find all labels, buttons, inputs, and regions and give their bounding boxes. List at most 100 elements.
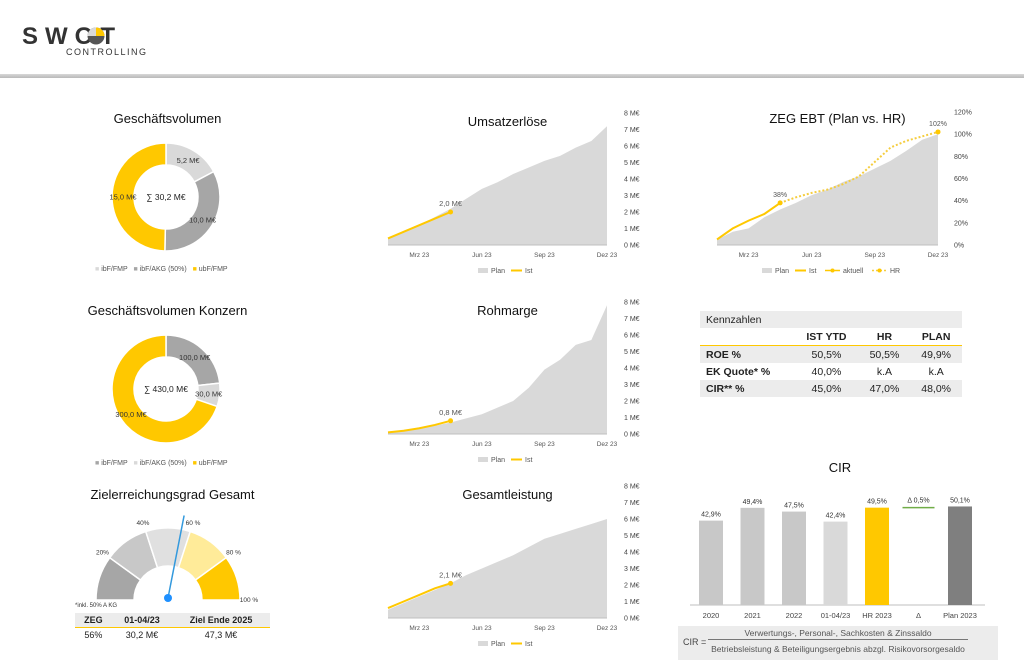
gesamtleistung-title: Gesamtleistung — [462, 487, 553, 502]
cir-category-label: 01-04/23 — [821, 611, 851, 620]
y-tick-label: 120% — [954, 110, 972, 117]
x-tick-label: Mrz 23 — [409, 625, 429, 632]
ist-data-label: 38% — [773, 192, 787, 199]
ist-data-label: 2,1 M€ — [439, 570, 463, 579]
table-row: EK Quote* % 40,0% k.A k.A — [700, 363, 962, 380]
x-tick-label: Mrz 23 — [739, 252, 759, 259]
y-tick-label: 7 M€ — [624, 127, 640, 134]
cir-data-label: 47,5% — [784, 503, 804, 510]
cir-data-label: 50,1% — [950, 497, 970, 504]
y-tick-label: 60% — [954, 176, 968, 183]
cir-category-label: Plan 2023 — [943, 611, 977, 620]
cir-data-label: 49,4% — [743, 499, 763, 506]
legend-item: Plan — [491, 641, 505, 648]
legend-item: Ist — [525, 457, 532, 464]
x-tick-label: Sep 23 — [534, 441, 555, 448]
y-tick-label: 8 M€ — [624, 484, 640, 491]
donut2-chart: 100,0 M€ 30,0 M€ 300,0 M€ ∑ 430,0 M€ — [111, 334, 223, 444]
y-tick-label: 3 M€ — [624, 382, 640, 389]
x-tick-label: Sep 23 — [865, 252, 886, 259]
y-tick-label: 4 M€ — [624, 177, 640, 184]
legend-item: ibF/FMP — [101, 460, 128, 467]
table-cell: 49,9% — [921, 348, 952, 361]
y-tick-label: 8 M€ — [624, 300, 640, 307]
legend-aktuell-marker — [830, 268, 835, 273]
legend-plan-swatch — [478, 457, 488, 462]
y-tick-label: 0% — [954, 243, 964, 250]
donut-slice — [164, 170, 221, 252]
table-cell: ROE % — [706, 348, 742, 361]
table-header: IST YTD — [806, 330, 847, 343]
umsatz-chart: 2,0 M€ 0 M€ 1 M€ 2 M€ 3 M€ 4 M€ 5 M€ 6 M€ 7 M€ 8 … — [387, 111, 640, 275]
y-tick-label: 0 M€ — [624, 616, 640, 623]
cir-title: CIR — [828, 460, 852, 475]
y-tick-label: 1 M€ — [624, 599, 640, 606]
gauge-needle-hub — [164, 594, 172, 602]
table-cell: 50,5% — [869, 348, 900, 361]
donut-center-label: ∑ 430,0 M€ — [144, 384, 188, 394]
y-tick-label: 5 M€ — [624, 160, 640, 167]
legend-item: Ist — [525, 641, 532, 648]
cir-data-label: 49,5% — [867, 499, 887, 506]
donut-slice-label: 10,0 M€ — [189, 216, 217, 225]
y-tick-label: 3 M€ — [624, 193, 640, 200]
table-header: Ziel Ende 2025 — [189, 615, 253, 625]
cir-category-label: Δ — [916, 611, 921, 620]
donut-slice — [111, 142, 167, 252]
table-cell: 47,0% — [869, 382, 900, 395]
table-header: 01-04/23 — [124, 615, 160, 625]
legend-item: Plan — [491, 457, 505, 464]
x-tick-label: Sep 23 — [534, 625, 555, 632]
gesamtleistung-chart: 2,1 M€ 0 M€ 1 M€ 2 M€ 3 M€ 4 M€ 5 M€ 6 M€ 7 M€ 8 … — [387, 484, 640, 648]
cir-formula-box — [678, 626, 998, 660]
gauge-segment — [194, 556, 241, 601]
x-tick-label: Mrz 23 — [409, 441, 429, 448]
y-tick-label: 80% — [954, 154, 968, 161]
y-tick-label: 2 M€ — [624, 583, 640, 590]
x-tick-label: Jun 23 — [472, 441, 492, 448]
y-tick-label: 0 M€ — [624, 243, 640, 250]
brand-subtitle: CONTROLLING — [66, 47, 148, 57]
legend-item: Ist — [525, 268, 532, 275]
umsatz-title: Umsatzerlöse — [467, 114, 548, 129]
cir-bar — [865, 507, 889, 605]
cir-formula-prefix: CIR = — [683, 637, 707, 647]
gauge-table: ZEG 01-04/23 Ziel Ende 2025 56% 30,2 M€ … — [75, 613, 270, 642]
ist-point — [448, 580, 454, 586]
donut-slice-label: 15,0 M€ — [109, 193, 137, 202]
legend-item: Ist — [809, 268, 816, 275]
table-cell: 45,0% — [811, 382, 842, 395]
donut2-title: Geschäftsvolumen Konzern — [87, 303, 248, 318]
cir-category-label: 2021 — [744, 611, 761, 620]
plan-area — [388, 126, 607, 245]
y-tick-label: 6 M€ — [624, 333, 640, 340]
table-cell: 48,0% — [921, 382, 952, 395]
x-tick-label: Jun 23 — [472, 252, 492, 259]
cir-category-label: 2020 — [703, 611, 720, 620]
cir-bar — [782, 511, 806, 605]
table-cell: CIR** % — [706, 382, 745, 395]
y-tick-label: 7 M€ — [624, 316, 640, 323]
y-tick-label: 3 M€ — [624, 566, 640, 573]
cir-bar — [699, 520, 723, 605]
legend-item: aktuell — [843, 268, 864, 275]
cir-chart: 42,9% 2020 49,4% 2021 47,5% 2022 42,4% 01-04/23… — [690, 497, 985, 620]
x-tick-label: Sep 23 — [534, 252, 555, 259]
table-header — [700, 328, 794, 346]
hr-line — [779, 130, 939, 204]
y-tick-label: 5 M€ — [624, 349, 640, 356]
ist-line — [387, 211, 451, 240]
x-tick-label: Jun 23 — [472, 625, 492, 632]
plan-area — [388, 519, 607, 618]
legend-item: ibF/FMP — [101, 266, 128, 273]
ist-data-label: 2,0 M€ — [439, 199, 463, 208]
table-cell: 30,2 M€ — [125, 630, 159, 640]
cir-bar — [740, 507, 765, 605]
legend-item: Plan — [491, 268, 505, 275]
legend-item: ibF/AKG (50%) — [139, 460, 187, 467]
legend-plan-swatch — [478, 268, 488, 273]
donut2-legend: ■ ibF/FMP ■ ibF/AKG (50%) ■ ubF/FMP — [95, 460, 228, 467]
cir-category-label: HR 2023 — [862, 611, 892, 620]
donut-slice-label: 30,0 M€ — [195, 390, 223, 399]
legend-item: HR — [890, 268, 900, 275]
